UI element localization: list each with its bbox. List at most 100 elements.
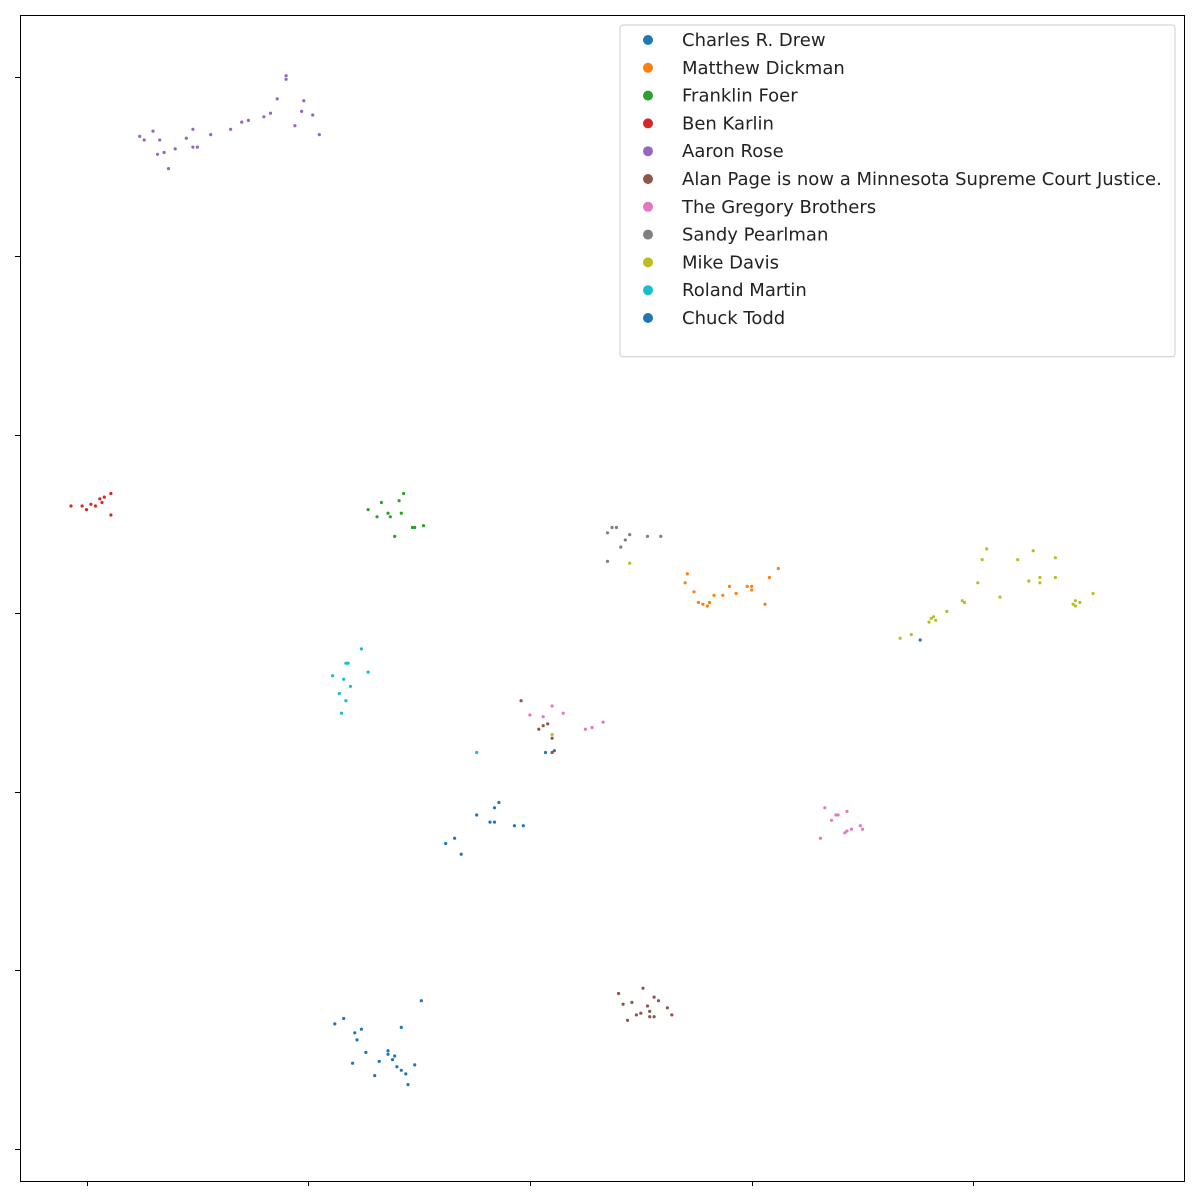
data-point <box>102 495 106 499</box>
data-point <box>386 1049 390 1053</box>
data-point <box>685 572 690 576</box>
data-point <box>546 722 550 726</box>
data-point <box>331 674 335 678</box>
data-point <box>656 999 661 1003</box>
data-point <box>767 575 772 580</box>
data-point <box>750 584 754 589</box>
legend-label: Franklin Foer <box>682 86 798 107</box>
data-point <box>541 715 545 719</box>
data-point <box>985 547 989 551</box>
data-point <box>333 1022 337 1026</box>
data-point <box>960 599 964 603</box>
data-point <box>406 1083 410 1087</box>
series-3 <box>69 491 113 517</box>
data-point <box>348 684 352 689</box>
data-point <box>209 133 213 137</box>
data-point <box>419 999 423 1003</box>
legend-marker <box>643 313 653 323</box>
data-point <box>366 508 370 512</box>
data-point <box>550 704 554 708</box>
data-point <box>621 1002 625 1006</box>
data-point <box>397 499 401 503</box>
data-point <box>519 699 523 703</box>
legend-label: Ben Karlin <box>682 113 774 134</box>
data-point <box>634 1013 639 1017</box>
data-point <box>444 841 448 846</box>
legend-marker <box>643 35 653 45</box>
data-point <box>692 590 696 594</box>
legend-label: Sandy Pearlman <box>682 225 828 246</box>
data-point <box>475 750 479 755</box>
data-point <box>359 647 363 651</box>
data-point <box>138 134 142 138</box>
data-point <box>625 1018 630 1022</box>
data-point <box>645 1004 650 1008</box>
data-point <box>707 600 712 605</box>
data-point <box>246 118 250 122</box>
legend-marker <box>643 90 653 101</box>
data-point <box>98 497 102 501</box>
data-point <box>158 138 162 142</box>
data-point <box>344 699 348 703</box>
data-point <box>359 1027 363 1031</box>
data-point <box>1091 591 1095 596</box>
series-1 <box>683 566 780 608</box>
data-point <box>293 124 297 128</box>
data-point <box>346 661 350 665</box>
data-point <box>284 74 288 78</box>
data-point <box>834 813 838 817</box>
data-point <box>262 115 266 119</box>
data-point <box>909 633 913 637</box>
data-point <box>818 836 823 840</box>
data-point <box>1078 600 1082 605</box>
data-point <box>712 593 716 597</box>
data-point <box>337 691 341 696</box>
data-point <box>1053 575 1057 580</box>
data-point <box>459 852 463 856</box>
data-point <box>652 1015 656 1019</box>
data-point <box>453 836 457 840</box>
data-point <box>543 750 548 755</box>
data-point <box>630 1000 634 1005</box>
data-point <box>109 513 113 517</box>
data-point <box>776 566 780 571</box>
data-point <box>628 533 632 537</box>
data-point <box>639 1011 643 1015</box>
data-point <box>927 620 931 624</box>
data-point <box>162 150 166 155</box>
data-point <box>645 534 650 539</box>
data-point <box>109 491 113 496</box>
data-point <box>339 711 344 715</box>
data-point <box>641 986 645 990</box>
plot-frame <box>20 15 1185 1182</box>
data-point <box>763 602 767 606</box>
data-point <box>399 1025 403 1029</box>
series-9 <box>331 647 479 755</box>
data-point <box>1071 602 1075 606</box>
data-point <box>191 145 195 149</box>
legend-marker <box>643 146 653 157</box>
data-point <box>537 727 541 731</box>
data-point <box>836 813 840 817</box>
series-0 <box>333 999 423 1087</box>
data-point <box>142 138 146 142</box>
data-point <box>173 147 177 151</box>
legend-box <box>619 24 1176 358</box>
data-point <box>89 502 93 506</box>
data-point <box>364 1050 368 1054</box>
data-point <box>311 113 315 117</box>
data-point <box>151 129 155 133</box>
legend-label: Alan Page is now a Minnesota Supreme Cou… <box>682 169 1162 190</box>
data-point <box>583 727 588 731</box>
data-point <box>823 806 827 810</box>
legend-marker <box>643 229 653 240</box>
data-point <box>410 525 414 530</box>
data-point <box>617 991 621 996</box>
series-7 <box>605 525 663 564</box>
data-point <box>528 713 532 717</box>
data-point <box>670 1013 674 1017</box>
legend-marker <box>643 62 653 73</box>
data-point <box>521 824 525 828</box>
data-point <box>377 1059 381 1063</box>
